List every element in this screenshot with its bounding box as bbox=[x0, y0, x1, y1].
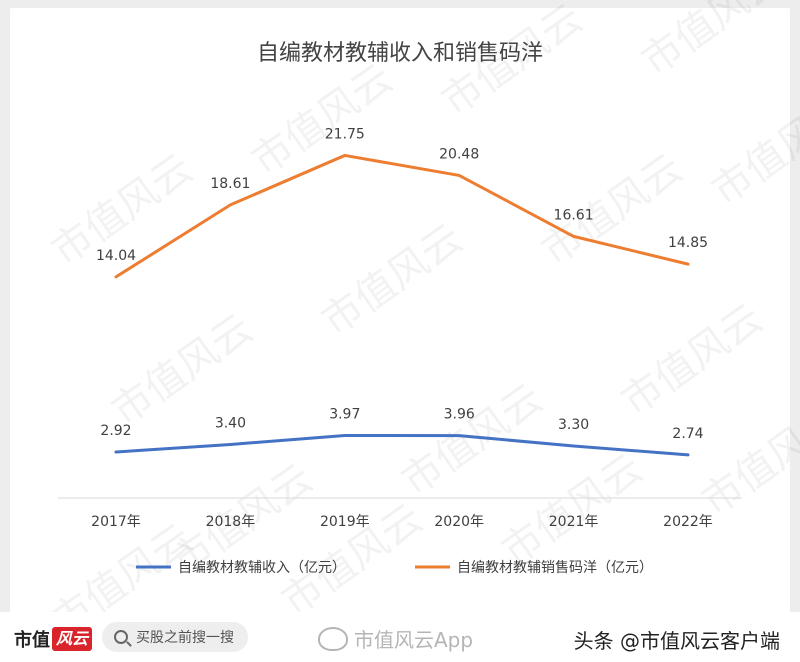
chart-title: 自编教材教辅收入和销售码洋 bbox=[257, 41, 543, 66]
data-label-s1-3: 3.97 bbox=[329, 406, 360, 422]
brand-logo: 风云 bbox=[52, 627, 92, 651]
legend-label-2: 自编教材教辅销售码洋（亿元） bbox=[457, 560, 653, 576]
x-tick-label: 2017年 bbox=[91, 514, 141, 530]
x-tick-layer: 2017年 2018年 2019年 2020年 2021年 2022年 bbox=[91, 514, 713, 530]
toutiao-credit: 头条 @市值风云客户端 bbox=[573, 629, 780, 653]
x-tick-label: 2021年 bbox=[549, 514, 599, 530]
data-label-s1-2: 3.40 bbox=[215, 415, 246, 431]
weibo-text: 市值风云App bbox=[354, 628, 474, 652]
footer-bar: 市值 风云 买股之前搜一搜 市值风云App 头条 @市值风云客户端 bbox=[0, 612, 800, 662]
x-tick-label: 2018年 bbox=[206, 514, 256, 530]
search-box[interactable]: 买股之前搜一搜 bbox=[102, 622, 248, 652]
data-label-s1-4: 3.96 bbox=[444, 407, 475, 423]
x-tick-label: 2020年 bbox=[434, 514, 484, 530]
x-tick-label: 2019年 bbox=[320, 514, 370, 530]
line-chart: 自编教材教辅收入和销售码洋 2.92 3.40 3.97 3.96 3.30 2.74 14… bbox=[58, 41, 742, 576]
weibo-watermark: 市值风云App bbox=[318, 624, 473, 653]
data-label-s1-6: 2.74 bbox=[672, 426, 703, 442]
series-line-1 bbox=[114, 433, 690, 457]
chart-card: 市值风云 市值风云 市值风云 市值风云 市值风云 市值风云 市值风云 市值风云 市值风云 市值风云… bbox=[10, 0, 800, 645]
data-label-s1-5: 3.30 bbox=[558, 417, 589, 433]
brand[interactable]: 市值 风云 bbox=[14, 626, 92, 652]
legend-label-1: 自编教材教辅收入（亿元） bbox=[178, 560, 346, 576]
data-label-s1-1: 2.92 bbox=[100, 423, 131, 439]
data-label-s2-2: 18.61 bbox=[210, 176, 250, 192]
data-label-s2-6: 14.85 bbox=[668, 235, 708, 251]
search-icon bbox=[114, 630, 128, 644]
series-layer: 2.92 3.40 3.97 3.96 3.30 2.74 14.04 18.61 21.75 2… bbox=[96, 126, 708, 457]
data-label-s2-1: 14.04 bbox=[96, 248, 136, 264]
x-tick-label: 2022年 bbox=[663, 514, 713, 530]
data-label-s2-5: 16.61 bbox=[554, 207, 594, 223]
data-label-s2-4: 20.48 bbox=[439, 146, 479, 162]
series-line-2 bbox=[114, 153, 690, 279]
weibo-icon bbox=[318, 626, 348, 651]
data-label-s2-3: 21.75 bbox=[325, 126, 365, 142]
brand-name: 市值 bbox=[14, 630, 50, 651]
search-placeholder: 买股之前搜一搜 bbox=[136, 630, 234, 646]
legend: 自编教材教辅收入（亿元） 自编教材教辅销售码洋（亿元） bbox=[136, 560, 653, 576]
